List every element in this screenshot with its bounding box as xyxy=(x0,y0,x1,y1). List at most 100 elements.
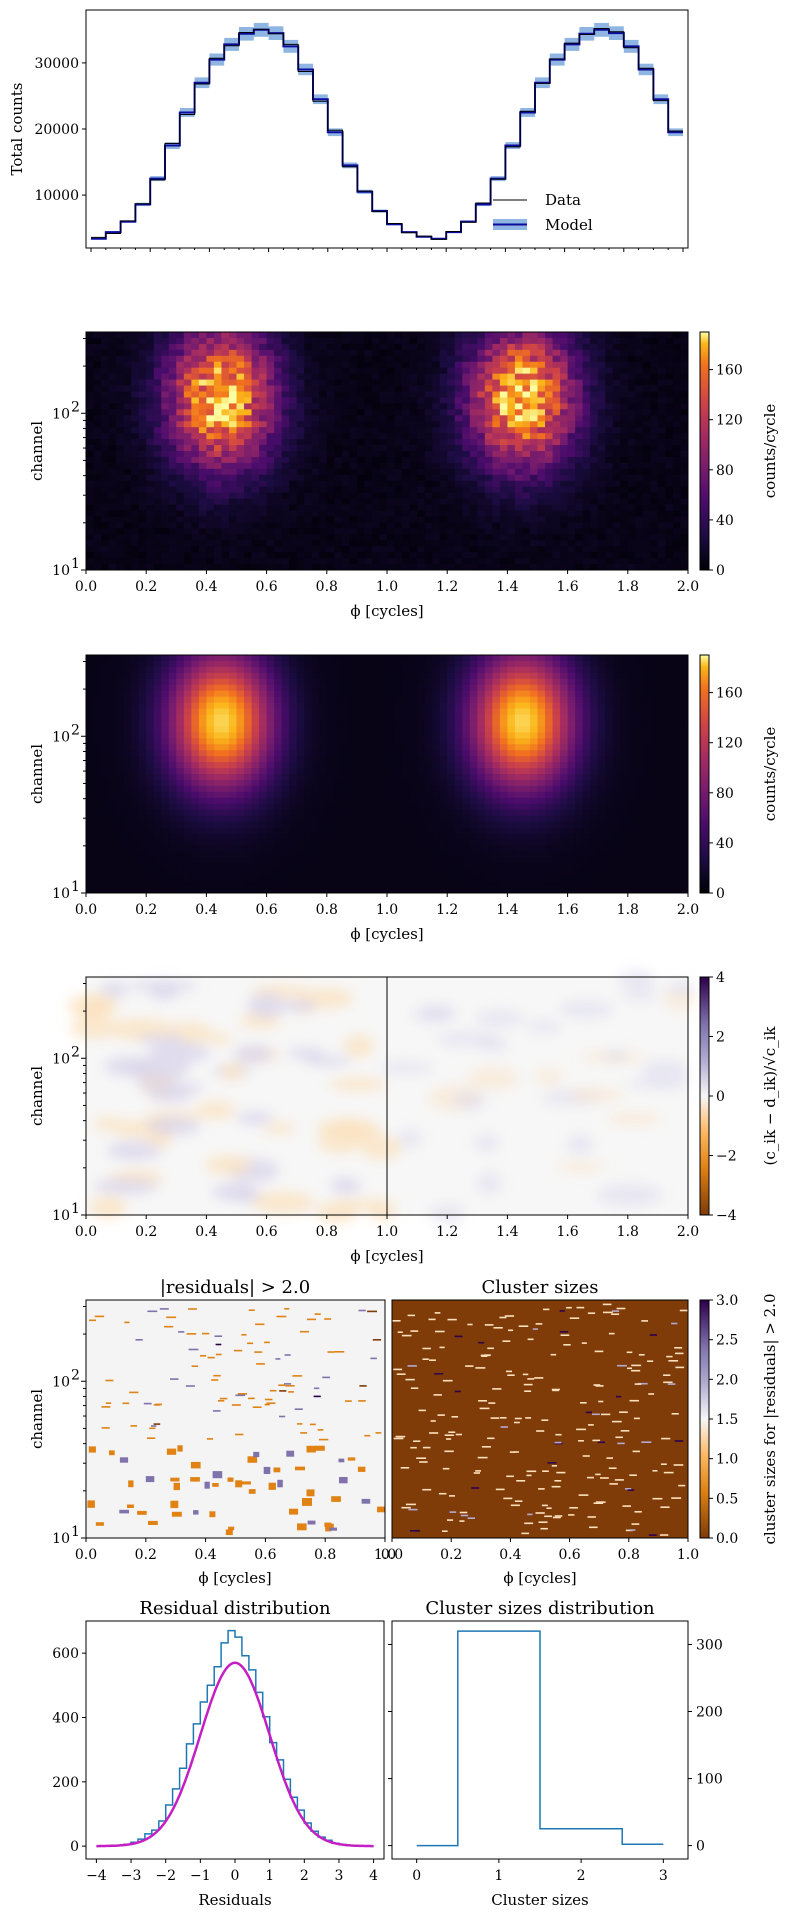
heatmap-cell xyxy=(123,355,132,363)
heatmap-cell xyxy=(364,540,373,547)
heatmap-cell xyxy=(244,762,252,769)
heatmap-cell xyxy=(567,708,576,715)
heatmap-cell xyxy=(259,332,268,339)
heatmap-cell xyxy=(259,367,268,375)
heatmap-cell xyxy=(424,546,433,553)
heatmap-cell xyxy=(537,385,546,392)
heatmap-cell xyxy=(274,678,283,686)
heatmap-cell xyxy=(672,702,681,709)
heatmap-cell xyxy=(567,558,576,565)
heatmap-cell xyxy=(552,385,561,392)
heatmap-cell xyxy=(371,343,380,351)
heatmap-cell xyxy=(326,332,335,339)
heatmap-cell xyxy=(131,690,140,698)
heatmap-cell xyxy=(319,546,328,553)
heatmap-cell xyxy=(349,774,358,781)
heatmap-cell xyxy=(326,666,335,674)
heatmap-cell xyxy=(454,540,463,547)
heatmap-cell xyxy=(417,480,426,488)
heatmap-cell xyxy=(176,379,185,386)
heatmap-cell xyxy=(447,750,456,757)
heatmap-cell xyxy=(289,468,298,476)
heatmap-cell xyxy=(123,564,132,571)
heatmap-cell xyxy=(146,337,155,345)
heatmap-cell xyxy=(627,355,636,363)
heatmap-cell xyxy=(672,492,681,499)
x-tick-label: 1.6 xyxy=(556,579,578,595)
heatmap-cell xyxy=(198,462,207,470)
heatmap-cell xyxy=(612,726,621,733)
heatmap-cell xyxy=(402,534,410,541)
heatmap-cell xyxy=(334,373,343,380)
heatmap-cell xyxy=(462,756,471,763)
heatmap-cell xyxy=(198,349,207,357)
heatmap-cell xyxy=(635,403,644,410)
heatmap-cell xyxy=(326,456,335,464)
heatmap-cell xyxy=(635,480,644,488)
heatmap-cell xyxy=(507,355,516,363)
heatmap-cell xyxy=(387,397,395,404)
heatmap-cell xyxy=(213,516,222,523)
heatmap-cell xyxy=(522,439,531,446)
heatmap-cell xyxy=(387,564,395,571)
heatmap-cell xyxy=(371,678,380,686)
heatmap-cell xyxy=(319,498,328,505)
heatmap-cell xyxy=(620,672,629,680)
heatmap-cell xyxy=(605,385,614,392)
heatmap-cell xyxy=(672,349,681,357)
heatmap-cell xyxy=(590,486,599,494)
heatmap-cell xyxy=(131,702,140,709)
heatmap-cell xyxy=(168,451,177,458)
heatmap-cell xyxy=(304,468,313,476)
heatmap-cell xyxy=(432,510,441,517)
heatmap-cell xyxy=(198,409,207,416)
heatmap-cell xyxy=(492,660,501,668)
heatmap-cell xyxy=(221,558,230,565)
heatmap-cell xyxy=(665,415,674,422)
heatmap-cell xyxy=(213,708,222,715)
heatmap-cell xyxy=(522,522,531,529)
heatmap-cell xyxy=(529,379,538,386)
heatmap-cell xyxy=(402,349,410,357)
heatmap-cell xyxy=(590,714,599,721)
heatmap-cell xyxy=(334,462,343,470)
heatmap-cell xyxy=(582,445,591,452)
heatmap-cell xyxy=(116,415,125,422)
heatmap-cell xyxy=(499,655,508,662)
heatmap-cell xyxy=(522,666,531,674)
heatmap-cell xyxy=(371,403,380,410)
heatmap-cell xyxy=(529,498,538,505)
heatmap-cell xyxy=(462,708,471,715)
heatmap-cell xyxy=(183,397,192,404)
heatmap-cell xyxy=(108,762,117,769)
heatmap-cell xyxy=(394,702,403,709)
heatmap-cell xyxy=(176,540,185,547)
heatmap-cell xyxy=(319,403,328,410)
heatmap-cell xyxy=(319,756,328,763)
heatmap-cell xyxy=(176,774,185,781)
heatmap-cell xyxy=(251,678,260,686)
heatmap-cell xyxy=(349,403,358,410)
heatmap-cell xyxy=(484,546,493,553)
heatmap-cell xyxy=(371,421,380,428)
heatmap-cell xyxy=(371,564,380,571)
heatmap-cell xyxy=(499,732,508,739)
heatmap-cell xyxy=(356,427,365,434)
heatmap-cell xyxy=(274,361,283,369)
heatmap-cell xyxy=(627,504,636,511)
heatmap-cell xyxy=(447,498,456,505)
heatmap-cell xyxy=(146,379,155,386)
heatmap-cell xyxy=(545,696,553,703)
heatmap-cell xyxy=(575,666,584,674)
heatmap-cell xyxy=(228,385,237,392)
heatmap-cell xyxy=(206,702,215,709)
heatmap-cell xyxy=(477,558,486,565)
heatmap-cell xyxy=(123,504,132,511)
heatmap-cell xyxy=(552,355,561,363)
heatmap-cell xyxy=(176,415,185,422)
heatmap-cell xyxy=(620,510,629,517)
heatmap-cell xyxy=(123,702,132,709)
heatmap-cell xyxy=(191,367,200,375)
heatmap-cell xyxy=(672,433,681,440)
heatmap-cell xyxy=(93,510,102,517)
